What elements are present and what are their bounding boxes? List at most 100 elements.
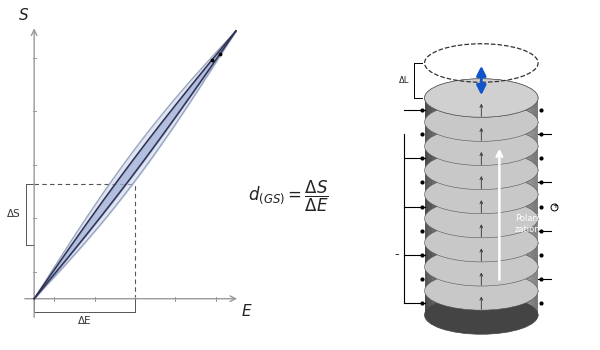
Polygon shape <box>485 291 489 315</box>
Text: Polari-
zation: Polari- zation <box>515 214 541 233</box>
Ellipse shape <box>425 103 538 141</box>
Polygon shape <box>508 218 512 243</box>
Polygon shape <box>489 98 493 122</box>
Polygon shape <box>478 267 481 291</box>
Polygon shape <box>447 291 451 315</box>
Polygon shape <box>463 291 466 315</box>
Polygon shape <box>443 195 447 218</box>
Polygon shape <box>527 98 530 122</box>
Polygon shape <box>432 146 436 170</box>
Polygon shape <box>519 243 523 267</box>
Ellipse shape <box>425 247 538 286</box>
Polygon shape <box>474 291 478 315</box>
Polygon shape <box>478 195 481 218</box>
Polygon shape <box>508 170 512 195</box>
Polygon shape <box>470 146 474 170</box>
Polygon shape <box>455 146 458 170</box>
Polygon shape <box>478 146 481 170</box>
Polygon shape <box>493 170 496 195</box>
Polygon shape <box>489 291 493 315</box>
Polygon shape <box>428 267 432 291</box>
Polygon shape <box>512 146 515 170</box>
Ellipse shape <box>425 151 538 190</box>
Polygon shape <box>481 218 485 243</box>
Text: E: E <box>242 304 251 319</box>
Polygon shape <box>432 122 436 146</box>
Polygon shape <box>527 291 530 315</box>
Ellipse shape <box>425 223 538 262</box>
Polygon shape <box>481 195 485 218</box>
Polygon shape <box>451 243 455 267</box>
Polygon shape <box>481 146 485 170</box>
Polygon shape <box>436 291 440 315</box>
Polygon shape <box>428 98 432 122</box>
Polygon shape <box>466 98 470 122</box>
Polygon shape <box>432 170 436 195</box>
Polygon shape <box>515 170 519 195</box>
Polygon shape <box>481 170 485 195</box>
Polygon shape <box>436 195 440 218</box>
Polygon shape <box>485 195 489 218</box>
Polygon shape <box>485 122 489 146</box>
Polygon shape <box>504 146 508 170</box>
Polygon shape <box>523 267 527 291</box>
Polygon shape <box>463 243 466 267</box>
Polygon shape <box>504 291 508 315</box>
Polygon shape <box>523 218 527 243</box>
Polygon shape <box>519 122 523 146</box>
Polygon shape <box>474 98 478 122</box>
Polygon shape <box>436 98 440 122</box>
Polygon shape <box>519 267 523 291</box>
Polygon shape <box>485 267 489 291</box>
Polygon shape <box>425 146 428 170</box>
Polygon shape <box>496 218 500 243</box>
Polygon shape <box>508 195 512 218</box>
Polygon shape <box>500 170 504 195</box>
Polygon shape <box>504 218 508 243</box>
Ellipse shape <box>425 175 538 214</box>
Polygon shape <box>463 170 466 195</box>
Polygon shape <box>455 195 458 218</box>
Polygon shape <box>436 267 440 291</box>
Polygon shape <box>530 291 534 315</box>
Polygon shape <box>463 98 466 122</box>
Polygon shape <box>504 98 508 122</box>
Polygon shape <box>496 195 500 218</box>
Polygon shape <box>463 218 466 243</box>
Polygon shape <box>493 267 496 291</box>
Polygon shape <box>428 122 432 146</box>
Polygon shape <box>443 122 447 146</box>
Polygon shape <box>432 243 436 267</box>
Text: ΔE: ΔE <box>78 316 91 326</box>
Polygon shape <box>447 122 451 146</box>
Polygon shape <box>515 291 519 315</box>
Polygon shape <box>425 170 428 195</box>
Polygon shape <box>443 243 447 267</box>
Polygon shape <box>530 98 534 122</box>
Polygon shape <box>455 218 458 243</box>
Polygon shape <box>493 98 496 122</box>
Polygon shape <box>512 267 515 291</box>
Text: S: S <box>19 8 29 23</box>
Polygon shape <box>466 170 470 195</box>
Polygon shape <box>481 243 485 267</box>
Polygon shape <box>519 98 523 122</box>
Polygon shape <box>485 243 489 267</box>
Polygon shape <box>458 146 463 170</box>
Polygon shape <box>489 195 493 218</box>
Polygon shape <box>466 146 470 170</box>
Polygon shape <box>447 98 451 122</box>
Text: +: + <box>552 203 558 210</box>
Polygon shape <box>436 170 440 195</box>
Polygon shape <box>436 218 440 243</box>
Polygon shape <box>470 267 474 291</box>
Polygon shape <box>512 170 515 195</box>
Polygon shape <box>436 146 440 170</box>
Polygon shape <box>527 267 530 291</box>
Polygon shape <box>515 267 519 291</box>
Polygon shape <box>504 170 508 195</box>
Polygon shape <box>425 195 428 218</box>
Ellipse shape <box>425 199 538 238</box>
Polygon shape <box>451 291 455 315</box>
Polygon shape <box>493 243 496 267</box>
